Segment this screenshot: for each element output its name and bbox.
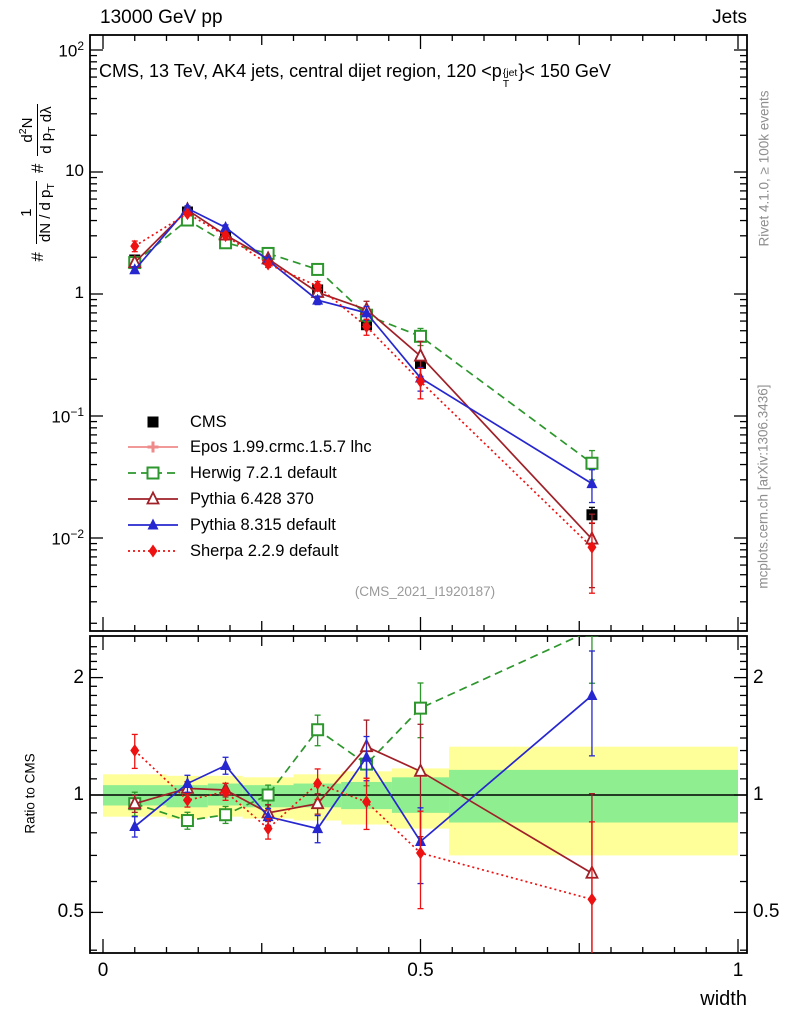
main-panel-frame — [89, 34, 748, 632]
plot-title-suffix: }< 150 GeV — [518, 61, 611, 81]
series-ratio-sherpa-2-2-9-default — [130, 733, 597, 953]
legend-label: Pythia 8.315 default — [190, 515, 336, 534]
legend-label: Pythia 6.428 370 — [190, 489, 314, 508]
legend-label: Herwig 7.2.1 default — [190, 463, 337, 482]
legend-marker-cms — [147, 416, 159, 428]
legend-item-sherpa: Sherpa 2.2.9 default — [126, 539, 339, 563]
y-tick-label: 10−2 — [51, 527, 84, 549]
legend-item-epos: Epos 1.99.crmc.1.5.7 lhc — [126, 435, 372, 459]
plot-title: CMS, 13 TeV, AK4 jets, central dijet reg… — [99, 61, 611, 89]
legend-label: CMS — [190, 412, 227, 431]
ratio-tick-label-left: 2 — [73, 666, 84, 688]
legend-label: Epos 1.99.crmc.1.5.7 lhc — [190, 437, 372, 456]
plot-title-pt-stack: {jet T — [503, 68, 518, 89]
plot-title-prefix: CMS, 13 TeV, AK4 jets, central dijet reg… — [99, 61, 502, 81]
ratio-tick-label-right: 0.5 — [753, 901, 780, 923]
legend-marker-pythia8 — [128, 518, 178, 530]
legend-label: Sherpa 2.2.9 default — [190, 541, 339, 560]
y-tick-label: 1 — [74, 283, 84, 302]
x-tick-label: 1 — [732, 960, 744, 981]
legend-item-pythia8: Pythia 8.315 default — [126, 513, 336, 537]
watermark: (CMS_2021_I1920187) — [354, 584, 496, 599]
ratio-tick-label-left: 0.5 — [57, 901, 84, 923]
plot-title-sub: T — [502, 77, 510, 90]
legend-marker-pythia6 — [128, 490, 178, 505]
ratio-tick-label-right: 2 — [753, 666, 764, 688]
ylabel-fraction-2: d2N d pT dλ — [17, 104, 59, 156]
legend-item-pythia6: Pythia 6.428 370 — [126, 487, 314, 511]
mcplots-arxiv-note: mcplots.cern.ch [arXiv:1306.3436] — [755, 384, 771, 589]
legend-item-herwig: Herwig 7.2.1 default — [126, 461, 337, 485]
rivet-version-note: Rivet 4.1.0, ≥ 100k events — [756, 90, 772, 247]
legend-marker-sherpa — [128, 544, 178, 558]
y-tick-label: 10 — [65, 161, 84, 180]
ratio-tick-label-left: 1 — [73, 784, 84, 805]
legend-marker-herwig — [128, 466, 178, 480]
x-axis-label: width — [700, 988, 747, 1010]
ratio-tick-label-right: 1 — [753, 784, 764, 805]
plot-title-sup: {jet — [502, 67, 518, 79]
x-tick-label: 0.5 — [407, 960, 434, 981]
ylabel-hash-1: # — [28, 252, 47, 262]
legend-marker-epos — [128, 441, 178, 453]
beam-energy-label: 13000 GeV pp — [100, 7, 223, 28]
analysis-group-label: Jets — [712, 7, 747, 28]
legend-item-cms: CMS — [126, 410, 227, 434]
axis-ticks — [90, 35, 747, 953]
band-green — [449, 769, 738, 823]
y-tick-label: 10−1 — [51, 405, 84, 427]
x-tick-label: 0 — [97, 960, 109, 981]
y-tick-label: 102 — [58, 39, 84, 61]
series-main-sherpa-2-2-9-default — [130, 207, 597, 594]
ylabel-fraction-1: 1 dN / d pT — [18, 181, 58, 245]
